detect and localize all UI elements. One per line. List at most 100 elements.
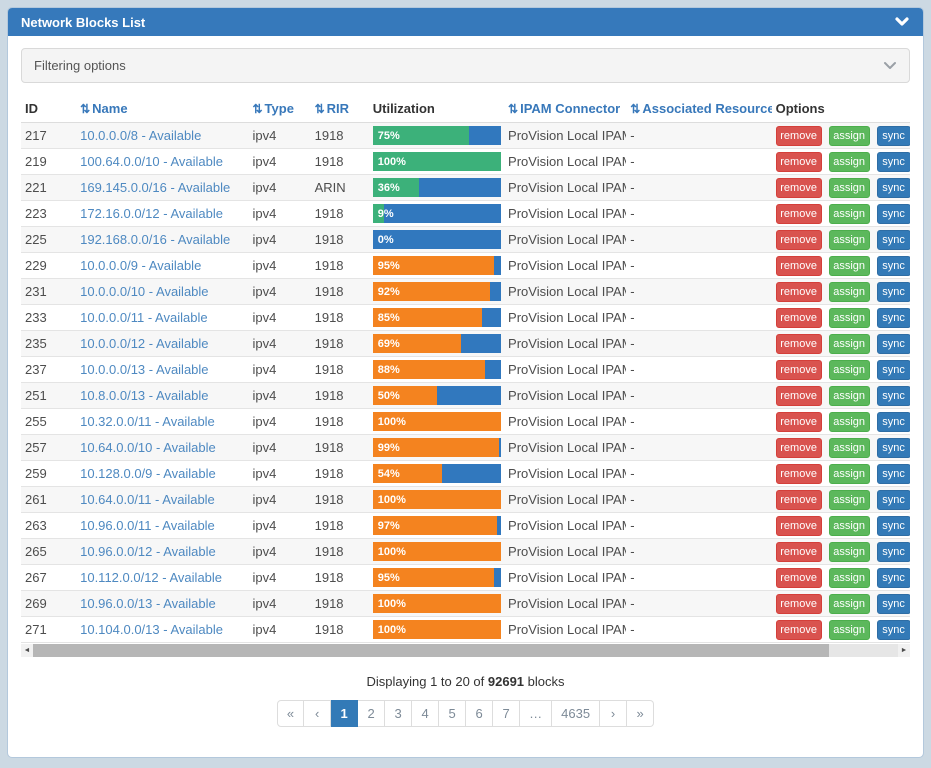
remove-button[interactable]: remove (775, 359, 822, 380)
sync-button[interactable]: sync (876, 515, 910, 536)
assign-button[interactable]: assign (828, 151, 870, 172)
remove-button[interactable]: remove (775, 385, 822, 406)
remove-button[interactable]: remove (775, 541, 822, 562)
panel-collapse-chevron-icon[interactable] (894, 16, 910, 28)
block-name-link[interactable]: 10.128.0.0/9 - Available (80, 466, 216, 481)
pagination-item-3[interactable]: 3 (385, 700, 413, 727)
assign-button[interactable]: assign (828, 489, 870, 510)
sync-button[interactable]: sync (876, 125, 910, 146)
assign-button[interactable]: assign (828, 593, 870, 614)
assign-button[interactable]: assign (828, 567, 870, 588)
assign-button[interactable]: assign (828, 125, 870, 146)
sync-button[interactable]: sync (876, 359, 910, 380)
sync-button[interactable]: sync (876, 411, 910, 432)
assign-button[interactable]: assign (828, 619, 870, 640)
scrollbar-track[interactable] (33, 644, 898, 657)
pagination-item-…[interactable]: … (520, 700, 553, 727)
remove-button[interactable]: remove (775, 177, 822, 198)
block-name-link[interactable]: 10.64.0.0/10 - Available (80, 440, 216, 455)
pagination-item-‹[interactable]: ‹ (304, 700, 332, 727)
filtering-options-toggle[interactable]: Filtering options (21, 48, 910, 83)
remove-button[interactable]: remove (775, 333, 822, 354)
block-name-link[interactable]: 10.96.0.0/11 - Available (80, 518, 215, 533)
block-name-link[interactable]: 10.96.0.0/12 - Available (80, 544, 216, 559)
assign-button[interactable]: assign (828, 203, 870, 224)
column-header-type[interactable]: ⇅ Type (248, 97, 311, 123)
assign-button[interactable]: assign (828, 177, 870, 198)
block-name-link[interactable]: 10.64.0.0/11 - Available (80, 492, 215, 507)
sync-button[interactable]: sync (876, 203, 910, 224)
pagination-item-2[interactable]: 2 (358, 700, 386, 727)
pagination-item-7[interactable]: 7 (493, 700, 521, 727)
assign-button[interactable]: assign (828, 359, 870, 380)
remove-button[interactable]: remove (775, 203, 822, 224)
block-name-link[interactable]: 10.0.0.0/13 - Available (80, 362, 209, 377)
column-header-ipam[interactable]: ⇅ IPAM Connector (504, 97, 627, 123)
remove-button[interactable]: remove (775, 255, 822, 276)
assign-button[interactable]: assign (828, 307, 870, 328)
pagination-item-4[interactable]: 4 (412, 700, 440, 727)
remove-button[interactable]: remove (775, 229, 822, 250)
block-name-link[interactable]: 10.0.0.0/10 - Available (80, 284, 209, 299)
block-name-link[interactable]: 10.0.0.0/8 - Available (80, 128, 202, 143)
sync-button[interactable]: sync (876, 307, 910, 328)
column-header-name[interactable]: ⇅ Name (76, 97, 249, 123)
remove-button[interactable]: remove (775, 151, 822, 172)
sync-button[interactable]: sync (876, 541, 910, 562)
assign-button[interactable]: assign (828, 437, 870, 458)
pagination-item-»[interactable]: » (627, 700, 655, 727)
sync-button[interactable]: sync (876, 489, 910, 510)
block-name-link[interactable]: 10.0.0.0/11 - Available (80, 310, 208, 325)
sync-button[interactable]: sync (876, 281, 910, 302)
sync-button[interactable]: sync (876, 333, 910, 354)
assign-button[interactable]: assign (828, 333, 870, 354)
block-name-link[interactable]: 10.112.0.0/12 - Available (80, 570, 223, 585)
sync-button[interactable]: sync (876, 567, 910, 588)
remove-button[interactable]: remove (775, 489, 822, 510)
column-header-assoc[interactable]: ⇅ Associated Resources (626, 97, 772, 123)
assign-button[interactable]: assign (828, 515, 870, 536)
block-name-link[interactable]: 10.96.0.0/13 - Available (80, 596, 216, 611)
block-name-link[interactable]: 10.8.0.0/13 - Available (80, 388, 209, 403)
remove-button[interactable]: remove (775, 515, 822, 536)
sync-button[interactable]: sync (876, 151, 910, 172)
remove-button[interactable]: remove (775, 567, 822, 588)
block-name-link[interactable]: 10.0.0.0/12 - Available (80, 336, 209, 351)
remove-button[interactable]: remove (775, 125, 822, 146)
sync-button[interactable]: sync (876, 437, 910, 458)
block-name-link[interactable]: 192.168.0.0/16 - Available (80, 232, 231, 247)
block-name-link[interactable]: 169.145.0.0/16 - Available (80, 180, 231, 195)
block-name-link[interactable]: 10.0.0.0/9 - Available (80, 258, 202, 273)
assign-button[interactable]: assign (828, 255, 870, 276)
remove-button[interactable]: remove (775, 593, 822, 614)
assign-button[interactable]: assign (828, 385, 870, 406)
sync-button[interactable]: sync (876, 619, 910, 640)
pagination-item-«[interactable]: « (276, 700, 305, 727)
pagination-item-6[interactable]: 6 (466, 700, 494, 727)
assign-button[interactable]: assign (828, 281, 870, 302)
horizontal-scrollbar[interactable]: ◄ ► (21, 644, 910, 657)
scrollbar-thumb[interactable] (33, 644, 829, 657)
sync-button[interactable]: sync (876, 593, 910, 614)
scroll-left-arrow-icon[interactable]: ◄ (23, 647, 31, 654)
sync-button[interactable]: sync (876, 463, 910, 484)
scroll-right-arrow-icon[interactable]: ► (900, 647, 908, 654)
block-name-link[interactable]: 100.64.0.0/10 - Available (80, 154, 223, 169)
assign-button[interactable]: assign (828, 411, 870, 432)
remove-button[interactable]: remove (775, 437, 822, 458)
remove-button[interactable]: remove (775, 411, 822, 432)
pagination-item-5[interactable]: 5 (439, 700, 467, 727)
assign-button[interactable]: assign (828, 463, 870, 484)
sync-button[interactable]: sync (876, 255, 910, 276)
block-name-link[interactable]: 10.104.0.0/13 - Available (80, 622, 223, 637)
remove-button[interactable]: remove (775, 463, 822, 484)
remove-button[interactable]: remove (775, 619, 822, 640)
pagination-item-4635[interactable]: 4635 (552, 700, 601, 727)
assign-button[interactable]: assign (828, 541, 870, 562)
sync-button[interactable]: sync (876, 229, 910, 250)
sync-button[interactable]: sync (876, 385, 910, 406)
sync-button[interactable]: sync (876, 177, 910, 198)
pagination-item-1[interactable]: 1 (331, 700, 359, 727)
block-name-link[interactable]: 172.16.0.0/12 - Available (80, 206, 223, 221)
column-header-rir[interactable]: ⇅ RIR (310, 97, 369, 123)
